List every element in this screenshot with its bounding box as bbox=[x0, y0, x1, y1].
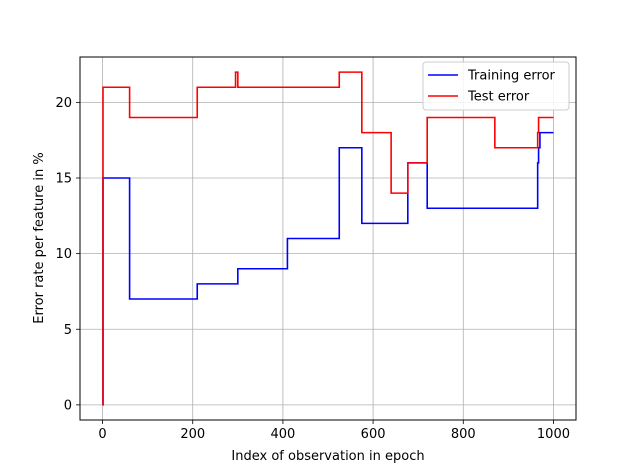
x-axis-label: Index of observation in epoch bbox=[231, 449, 424, 464]
x-tick-label: 600 bbox=[361, 427, 386, 442]
legend-label-test: Test error bbox=[467, 90, 530, 105]
x-tick-label: 200 bbox=[180, 427, 205, 442]
legend-box bbox=[422, 61, 570, 111]
plot-frame bbox=[79, 56, 577, 421]
y-tick-label: 10 bbox=[55, 247, 72, 262]
training-error-line bbox=[102, 131, 554, 406]
x-tick-label: 1000 bbox=[537, 427, 570, 442]
test-error-line bbox=[102, 71, 554, 406]
x-tick-label: 0 bbox=[98, 427, 106, 442]
y-tick-label: 15 bbox=[55, 172, 72, 187]
x-tick-label: 800 bbox=[451, 427, 476, 442]
ticks: 0 200 400 600 800 1000 0 5 10 15 20 bbox=[55, 96, 570, 442]
series-layer bbox=[102, 71, 554, 406]
y-tick-label: 20 bbox=[55, 96, 72, 111]
legend-label-training: Training error bbox=[467, 69, 556, 84]
y-axis-label: Error rate per feature in % bbox=[32, 152, 47, 324]
y-tick-label: 0 bbox=[64, 398, 72, 413]
legend: Training error Test error bbox=[422, 61, 570, 111]
x-tick-label: 400 bbox=[270, 427, 295, 442]
y-tick-label: 5 bbox=[64, 323, 72, 338]
